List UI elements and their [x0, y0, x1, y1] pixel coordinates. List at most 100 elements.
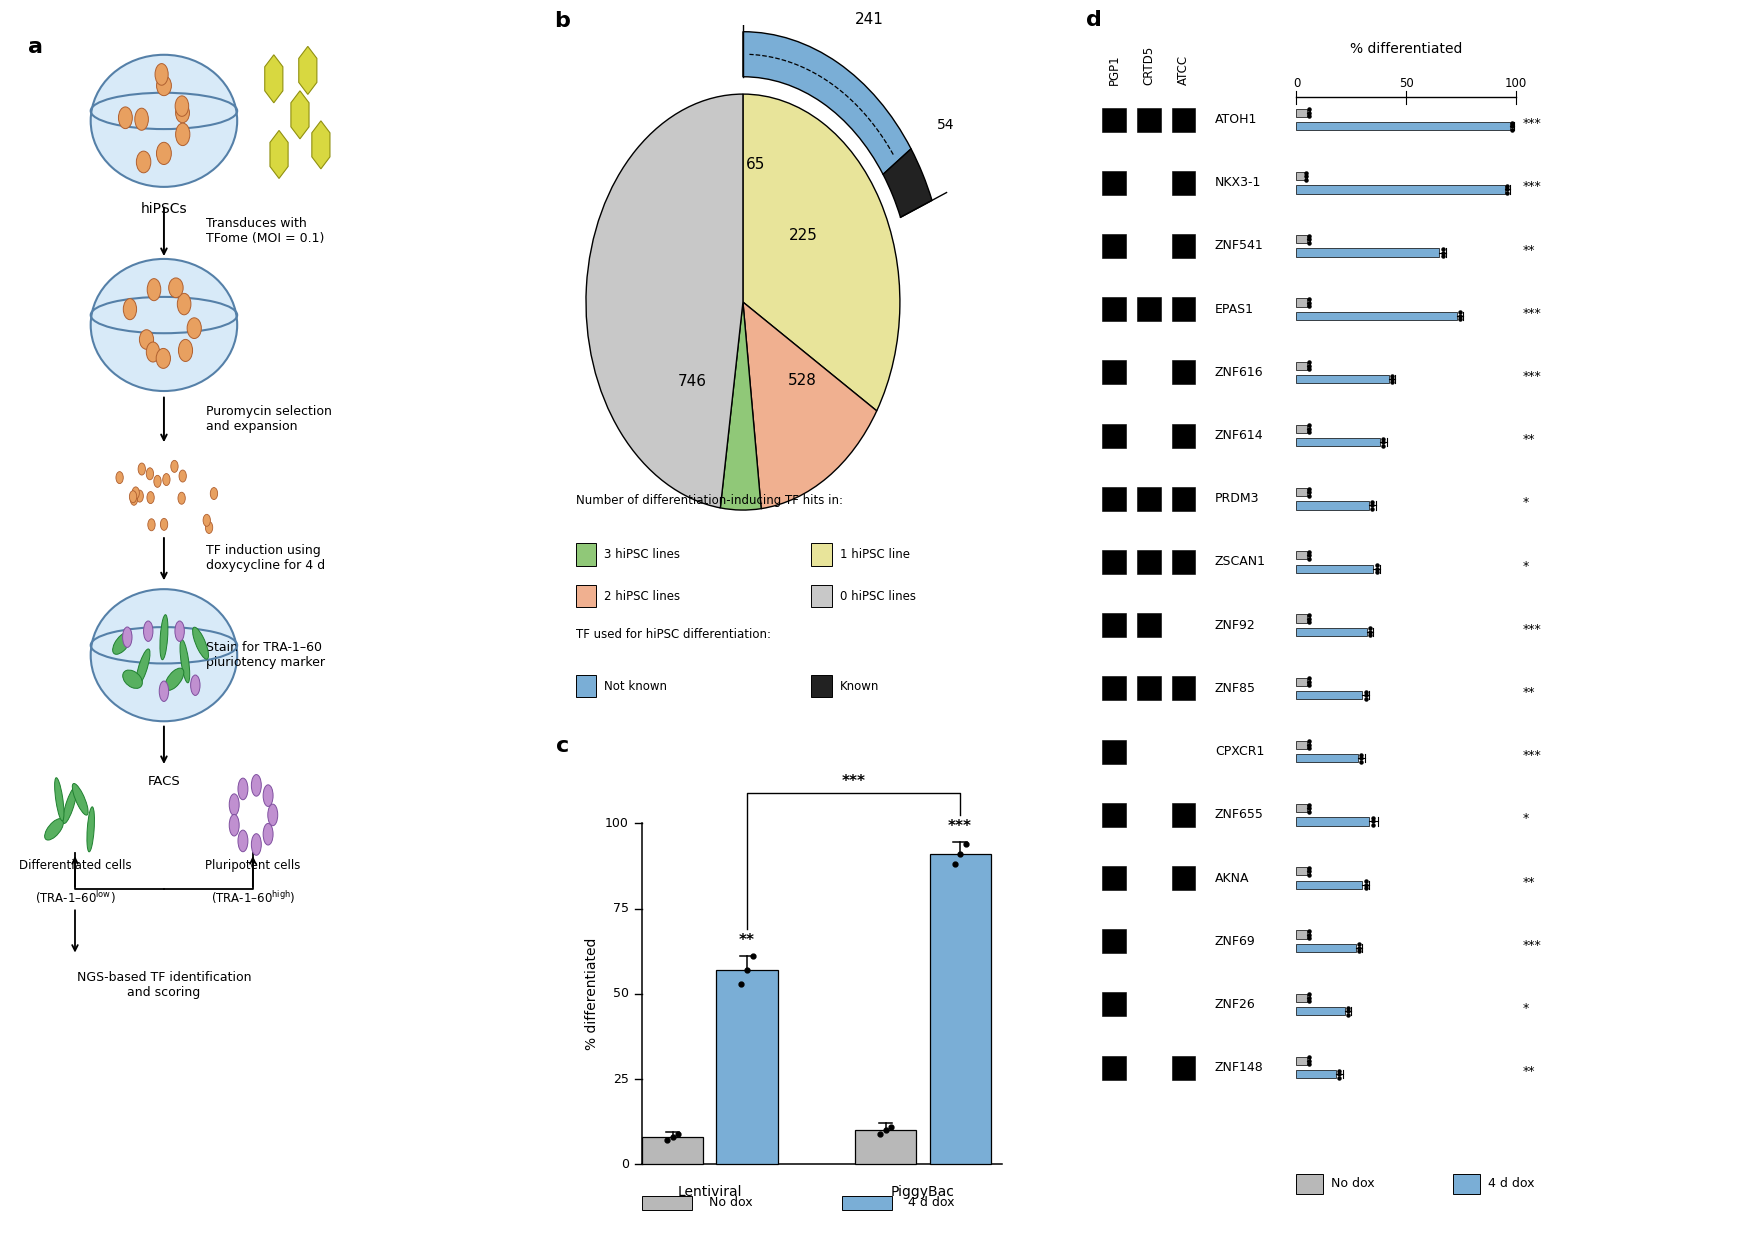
Ellipse shape [148, 519, 155, 531]
Text: **: ** [739, 932, 755, 948]
Bar [1172, 1056, 1195, 1080]
Text: PRDM3: PRDM3 [1216, 493, 1259, 505]
Text: 3 hiPSC lines: 3 hiPSC lines [605, 548, 680, 561]
Bar [1102, 108, 1127, 131]
Text: ***: *** [949, 818, 971, 833]
Text: 528: 528 [788, 373, 816, 387]
Bar [1296, 361, 1308, 370]
Text: 0: 0 [1292, 77, 1301, 90]
Ellipse shape [146, 342, 160, 361]
Wedge shape [743, 302, 877, 509]
Text: % differentiated: % differentiated [586, 937, 600, 1050]
Text: ZNF85: ZNF85 [1216, 682, 1256, 695]
Text: 100: 100 [605, 817, 630, 829]
Ellipse shape [45, 818, 63, 841]
Text: **: ** [1523, 1065, 1535, 1078]
Bar [1296, 109, 1308, 118]
Ellipse shape [190, 675, 201, 696]
Polygon shape [298, 46, 317, 94]
Ellipse shape [72, 784, 89, 815]
Bar [1102, 930, 1127, 953]
Bar [1172, 171, 1195, 194]
Ellipse shape [263, 785, 274, 806]
Ellipse shape [202, 514, 211, 526]
Text: ATCC: ATCC [1177, 54, 1189, 84]
Text: ZNF616: ZNF616 [1216, 366, 1263, 379]
Text: ***: *** [1523, 370, 1542, 383]
Bar [1296, 943, 1355, 952]
Bar [1296, 488, 1308, 496]
Bar [576, 584, 596, 607]
Ellipse shape [160, 519, 167, 530]
Text: ***: *** [1523, 938, 1542, 952]
Ellipse shape [228, 815, 239, 836]
Bar [576, 675, 596, 697]
Ellipse shape [211, 488, 218, 500]
Ellipse shape [178, 339, 192, 361]
Ellipse shape [206, 521, 213, 534]
Text: 50: 50 [612, 988, 630, 1000]
Ellipse shape [159, 681, 169, 702]
Bar [1296, 803, 1308, 812]
Text: ZNF148: ZNF148 [1216, 1061, 1264, 1075]
Text: Pluripotent cells: Pluripotent cells [206, 859, 300, 873]
Bar [1296, 868, 1308, 875]
Bar [1296, 691, 1362, 699]
Bar [1102, 802, 1127, 827]
Bar [1296, 817, 1369, 826]
Ellipse shape [146, 468, 153, 480]
Ellipse shape [146, 279, 160, 301]
Ellipse shape [113, 633, 131, 655]
Bar [1296, 565, 1374, 573]
Bar [576, 543, 596, 566]
Text: EPAS1: EPAS1 [1216, 302, 1254, 316]
Ellipse shape [171, 461, 178, 473]
Bar [1172, 867, 1195, 890]
Ellipse shape [91, 589, 237, 722]
Bar [642, 1136, 703, 1164]
Bar [1172, 802, 1195, 827]
Text: ZNF541: ZNF541 [1216, 239, 1264, 253]
Bar [1296, 754, 1359, 763]
Text: 50: 50 [1399, 77, 1414, 90]
Ellipse shape [251, 833, 262, 855]
Ellipse shape [136, 490, 143, 503]
Text: **: ** [1523, 875, 1535, 889]
Ellipse shape [122, 670, 143, 688]
Text: Puromycin selection
and expansion: Puromycin selection and expansion [206, 405, 331, 432]
Bar [1102, 423, 1127, 448]
Bar [1172, 676, 1195, 701]
Bar [1453, 1174, 1481, 1193]
Bar [1296, 123, 1510, 130]
Text: 0 hiPSC lines: 0 hiPSC lines [841, 589, 916, 603]
Ellipse shape [157, 142, 171, 165]
Text: *: * [1523, 496, 1529, 509]
Ellipse shape [251, 775, 262, 796]
Text: d: d [1087, 10, 1102, 31]
Ellipse shape [169, 277, 183, 297]
Wedge shape [882, 149, 931, 218]
Ellipse shape [178, 293, 190, 314]
Text: (TRA-1–60$^{\rm low}$): (TRA-1–60$^{\rm low}$) [35, 889, 115, 906]
Text: Known: Known [841, 680, 879, 692]
Ellipse shape [115, 472, 124, 484]
Wedge shape [743, 94, 900, 411]
Text: TF used for hiPSC differentiation:: TF used for hiPSC differentiation: [576, 628, 771, 641]
Text: *: * [1523, 1002, 1529, 1015]
Bar [1296, 1006, 1345, 1015]
Ellipse shape [155, 63, 167, 85]
Text: PGP1: PGP1 [1107, 54, 1121, 84]
Ellipse shape [180, 470, 187, 482]
Text: Lentiviral: Lentiviral [678, 1185, 741, 1198]
Text: 225: 225 [788, 228, 818, 243]
Text: TF induction using
doxycycline for 4 d: TF induction using doxycycline for 4 d [206, 543, 324, 572]
Bar [1137, 108, 1162, 131]
Bar [1296, 994, 1308, 1002]
Bar [1137, 613, 1162, 638]
Bar [1296, 375, 1388, 383]
Bar [1172, 487, 1195, 511]
Ellipse shape [129, 490, 136, 503]
Text: *: * [1523, 560, 1529, 573]
Ellipse shape [153, 475, 160, 488]
Text: Stain for TRA-1–60
pluriotency marker: Stain for TRA-1–60 pluriotency marker [206, 641, 324, 670]
